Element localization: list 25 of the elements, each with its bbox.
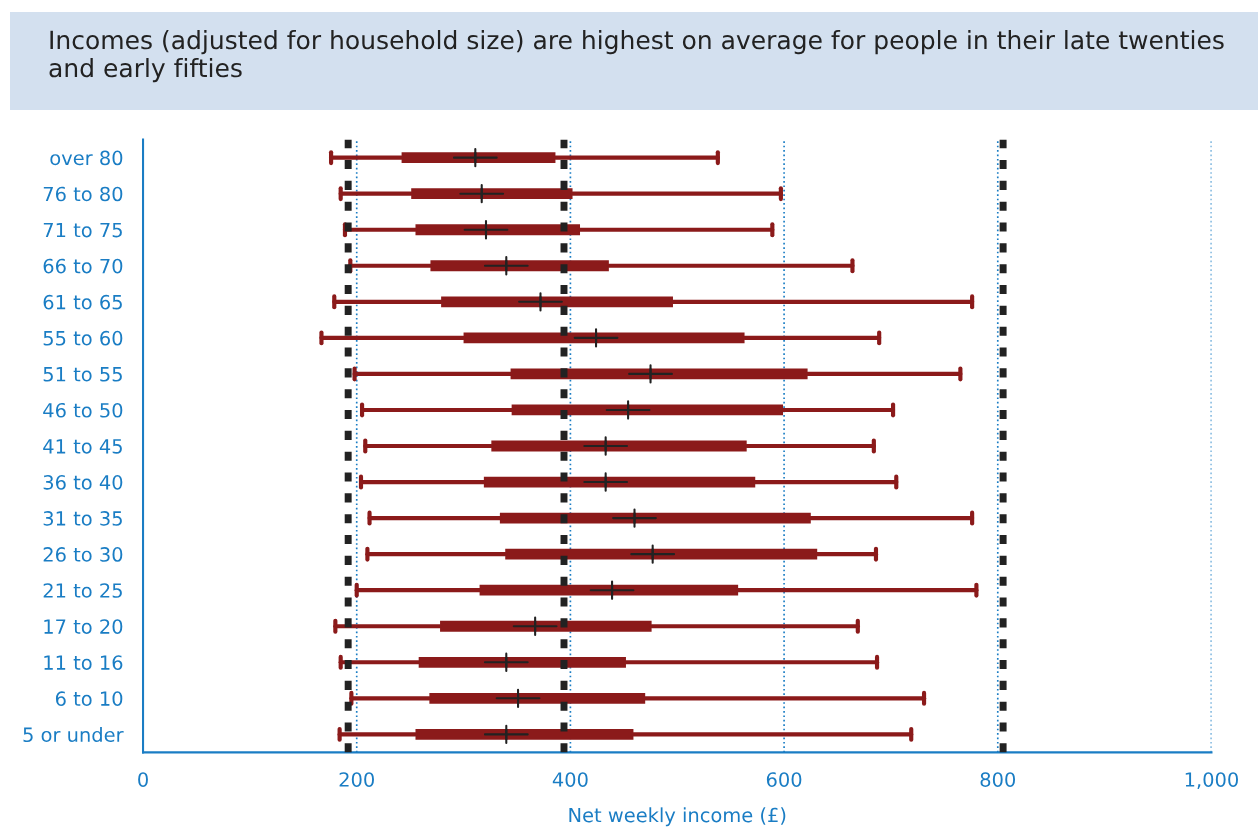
y-tick-label: 51 to 55 [43, 367, 122, 382]
y-tick-label: 36 to 40 [43, 475, 123, 490]
x-tick-label: 400 [552, 772, 588, 787]
y-tick-label: 6 to 10 [55, 691, 123, 706]
y-tick-label: 66 to 70 [43, 258, 123, 274]
y-tick-label: 26 to 30 [43, 547, 123, 562]
y-tick-label: 11 to 16 [44, 655, 123, 670]
y-tick-label: 46 to 50 [43, 402, 123, 418]
y-tick-label: 61 to 65 [43, 294, 122, 310]
y-tick-label: 5 or under [23, 726, 124, 743]
x-tick-label: 600 [766, 772, 802, 787]
y-tick-label: 71 to 75 [43, 222, 122, 238]
y-tick-label: over 80 [50, 150, 123, 166]
y-tick-label: 41 to 45 [43, 439, 122, 454]
x-tick-label: 200 [339, 772, 374, 787]
y-tick-label: 17 to 20 [44, 619, 123, 634]
x-axis-title: Net weekly income (£) [569, 807, 786, 827]
chart-title: Incomes (adjusted for household size) are highest on average for people in their late twenties and early fifties [49, 30, 1224, 83]
y-tick-label: 76 to 80 [43, 186, 123, 202]
y-tick-label: 21 to 25 [43, 583, 122, 598]
x-tick-label: 0 [138, 772, 148, 787]
y-tick-label: 55 to 60 [43, 330, 123, 346]
x-tick-label: 800 [980, 772, 1016, 787]
x-tick-label: 1,000 [1185, 772, 1238, 789]
y-tick-label: 31 to 35 [43, 511, 122, 526]
